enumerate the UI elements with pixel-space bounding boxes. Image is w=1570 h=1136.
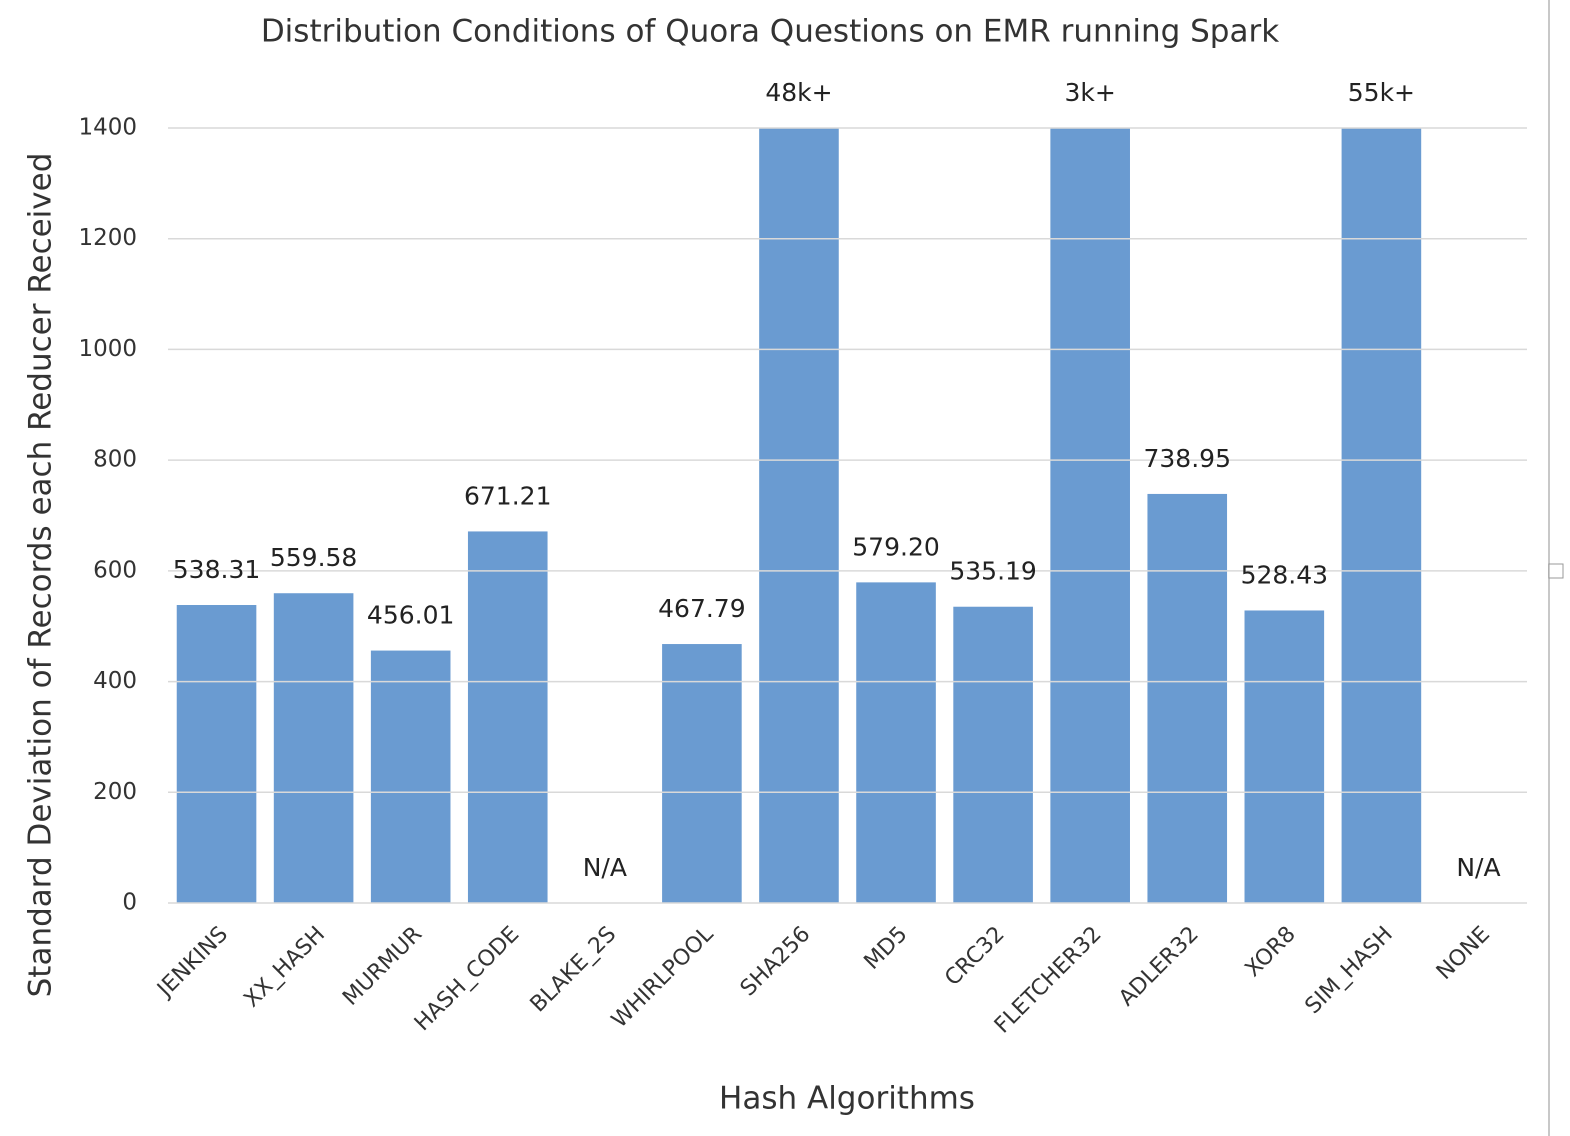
- y-tick-label: 400: [93, 668, 137, 694]
- bar-group: [176, 128, 1422, 903]
- y-tick-label: 600: [93, 557, 137, 583]
- value-label: N/A: [583, 853, 627, 882]
- x-tick-label: CRC32: [940, 922, 1009, 991]
- x-tick-label: BLAKE_2S: [526, 922, 622, 1018]
- y-axis-label: Standard Deviation of Records each Reduc…: [23, 153, 59, 998]
- bar: [273, 593, 354, 903]
- bar: [856, 582, 936, 903]
- bar: [370, 650, 451, 903]
- bar: [662, 644, 742, 903]
- x-tick-label: SIM_HASH: [1301, 922, 1398, 1019]
- value-label: 3k+: [1065, 78, 1116, 107]
- x-tick-label: MD5: [860, 922, 913, 975]
- bar: [1244, 610, 1325, 903]
- value-label: 528.43: [1241, 560, 1328, 589]
- value-label: 559.58: [270, 543, 357, 572]
- x-axis-label: Hash Algorithms: [719, 1081, 975, 1117]
- x-tick-label: NONE: [1432, 922, 1495, 985]
- bar: [759, 128, 839, 903]
- y-tick-label: 1400: [78, 115, 137, 141]
- value-label: N/A: [1456, 853, 1500, 882]
- bar: [1341, 128, 1422, 903]
- value-label: 467.79: [658, 594, 745, 623]
- y-tick-label: 800: [93, 447, 137, 473]
- value-label: 48k+: [765, 78, 832, 107]
- x-tick-label: WHIRLPOOL: [607, 921, 719, 1033]
- y-tick-label: 1000: [78, 336, 137, 362]
- x-tick-label: XX_HASH: [239, 922, 330, 1013]
- resize-handle: [1548, 563, 1564, 579]
- y-tick-label: 200: [93, 779, 137, 805]
- x-tick-label: XOR8: [1241, 922, 1301, 982]
- chart-title: Distribution Conditions of Quora Questio…: [261, 14, 1279, 50]
- value-label: 456.01: [367, 601, 454, 630]
- value-label: 538.31: [173, 555, 260, 584]
- value-label: 55k+: [1348, 78, 1415, 107]
- value-label: 738.95: [1144, 444, 1231, 473]
- bar: [467, 531, 548, 903]
- x-tick-label: ADLER32: [1114, 922, 1203, 1011]
- x-tick-label: MURMUR: [338, 922, 427, 1011]
- y-tick-label: 1200: [78, 225, 137, 251]
- bar: [176, 605, 257, 903]
- x-tick-label: HASH_CODE: [410, 922, 524, 1036]
- value-label: 579.20: [852, 532, 939, 561]
- y-tick-label: 0: [122, 890, 137, 916]
- bar: [1050, 128, 1130, 903]
- x-tick-label: JENKINS: [152, 922, 233, 1003]
- bar: [953, 606, 1033, 903]
- x-tick-label: SHA256: [736, 922, 816, 1002]
- bar: [1147, 493, 1228, 903]
- value-label: 671.21: [464, 481, 551, 510]
- value-label: 535.19: [949, 557, 1036, 586]
